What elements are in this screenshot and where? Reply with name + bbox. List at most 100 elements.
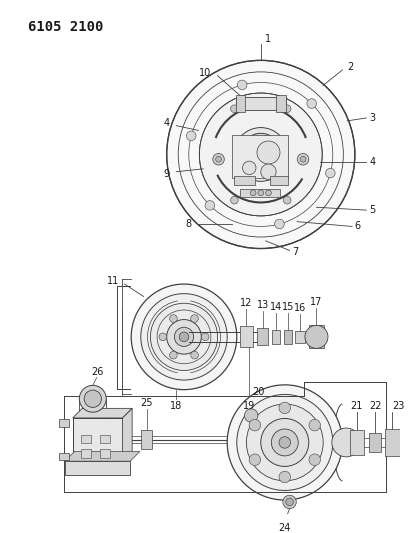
Circle shape xyxy=(190,351,198,359)
Bar xyxy=(231,135,287,179)
Circle shape xyxy=(283,105,290,112)
Circle shape xyxy=(166,60,354,248)
Circle shape xyxy=(279,437,290,448)
Text: 13: 13 xyxy=(256,300,268,310)
Circle shape xyxy=(260,164,276,180)
Text: 3: 3 xyxy=(368,113,374,123)
Circle shape xyxy=(84,390,101,407)
Circle shape xyxy=(190,314,198,322)
Circle shape xyxy=(159,333,166,341)
Circle shape xyxy=(256,141,279,164)
Text: 5: 5 xyxy=(368,205,374,215)
Bar xyxy=(272,330,279,344)
Circle shape xyxy=(304,325,327,349)
Text: 16: 16 xyxy=(293,303,306,313)
Text: 4: 4 xyxy=(163,118,169,128)
Text: 4: 4 xyxy=(368,157,374,167)
Circle shape xyxy=(271,429,297,456)
Circle shape xyxy=(282,495,296,508)
Circle shape xyxy=(285,498,293,506)
Circle shape xyxy=(331,428,360,457)
Circle shape xyxy=(249,190,255,196)
Text: 23: 23 xyxy=(391,401,403,411)
Circle shape xyxy=(279,471,290,483)
Circle shape xyxy=(239,133,281,175)
Text: 9: 9 xyxy=(163,168,169,179)
Text: 20: 20 xyxy=(252,386,264,397)
Circle shape xyxy=(246,404,322,481)
Text: 26: 26 xyxy=(91,367,103,377)
Circle shape xyxy=(230,105,238,112)
Circle shape xyxy=(174,327,193,346)
Circle shape xyxy=(237,80,246,90)
Circle shape xyxy=(140,294,227,380)
Circle shape xyxy=(204,200,214,210)
Text: 24: 24 xyxy=(278,523,290,533)
Text: 14: 14 xyxy=(270,302,281,312)
Bar xyxy=(239,326,252,348)
Circle shape xyxy=(199,93,321,216)
Circle shape xyxy=(260,418,308,466)
Circle shape xyxy=(299,156,305,162)
Polygon shape xyxy=(72,408,132,418)
Circle shape xyxy=(257,190,263,196)
Text: 6: 6 xyxy=(354,221,360,231)
Text: 11: 11 xyxy=(106,276,119,286)
Circle shape xyxy=(169,351,177,359)
Bar xyxy=(235,95,245,112)
Text: 6105 2100: 6105 2100 xyxy=(27,20,103,34)
Text: 18: 18 xyxy=(170,401,182,411)
Bar xyxy=(81,449,91,458)
Text: 2: 2 xyxy=(346,62,352,72)
Circle shape xyxy=(212,154,224,165)
Circle shape xyxy=(179,332,188,342)
Bar xyxy=(59,419,69,426)
Circle shape xyxy=(227,385,342,500)
Bar xyxy=(384,429,399,456)
Circle shape xyxy=(230,196,238,204)
Text: 25: 25 xyxy=(140,398,153,408)
Bar xyxy=(100,449,110,458)
Circle shape xyxy=(265,190,271,196)
Circle shape xyxy=(249,419,260,431)
Circle shape xyxy=(234,127,287,181)
Bar xyxy=(100,435,110,443)
Bar xyxy=(72,418,122,461)
Bar xyxy=(276,95,285,112)
Bar xyxy=(369,433,380,452)
Bar xyxy=(65,461,130,474)
Text: 1: 1 xyxy=(265,34,271,44)
Circle shape xyxy=(306,99,316,108)
Text: 21: 21 xyxy=(350,401,362,411)
Bar xyxy=(59,453,69,460)
Circle shape xyxy=(325,168,334,178)
Circle shape xyxy=(201,333,209,341)
Circle shape xyxy=(274,219,283,229)
Circle shape xyxy=(244,409,257,422)
Bar xyxy=(283,330,291,344)
Circle shape xyxy=(308,419,320,431)
Bar xyxy=(235,97,285,110)
Bar xyxy=(140,430,152,449)
Text: 19: 19 xyxy=(243,401,255,411)
Bar xyxy=(234,175,254,185)
Circle shape xyxy=(186,131,196,141)
Bar xyxy=(294,331,304,343)
Bar xyxy=(349,430,364,455)
Circle shape xyxy=(247,141,274,168)
Circle shape xyxy=(249,454,260,465)
Text: 17: 17 xyxy=(310,297,322,308)
Circle shape xyxy=(79,385,106,412)
Text: 22: 22 xyxy=(368,401,380,411)
Text: 8: 8 xyxy=(185,219,191,229)
Bar xyxy=(256,328,268,345)
Circle shape xyxy=(215,156,221,162)
Text: 12: 12 xyxy=(240,298,252,308)
Circle shape xyxy=(166,320,201,354)
Circle shape xyxy=(283,196,290,204)
Text: 10: 10 xyxy=(198,68,210,78)
Bar xyxy=(239,189,279,197)
Circle shape xyxy=(131,284,236,390)
Polygon shape xyxy=(65,451,139,461)
Circle shape xyxy=(150,303,217,370)
